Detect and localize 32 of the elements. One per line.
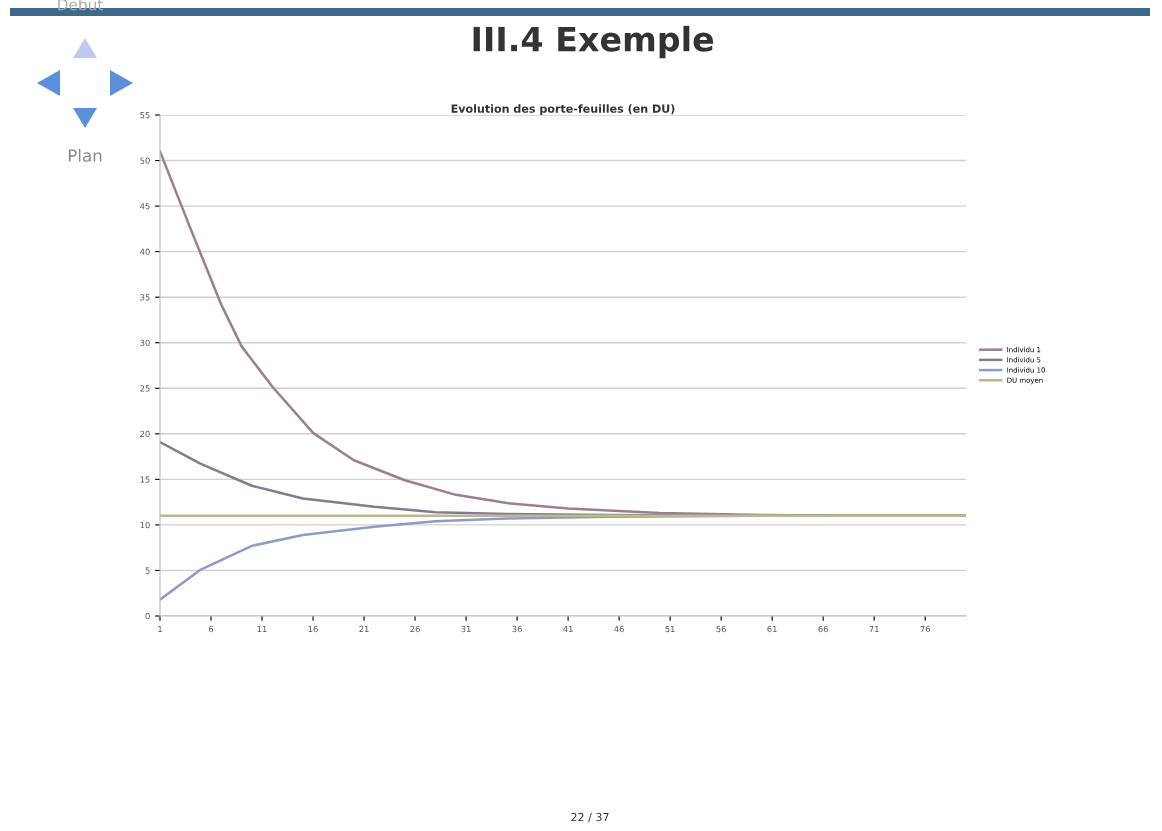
y-tick-label: 50 — [140, 157, 150, 164]
y-tick-label: 25 — [140, 385, 150, 392]
chart-subtitle: Evolution des porte-feuilles (en DU) — [451, 104, 675, 115]
y-tick-label: 15 — [140, 476, 150, 483]
x-tick-label: 76 — [920, 625, 930, 633]
x-tick-label: 1 — [158, 625, 162, 633]
y-tick-label: 45 — [140, 203, 150, 210]
text: 22 / 37 — [571, 812, 609, 823]
y-tick-label: 30 — [140, 339, 150, 347]
x-tick-label: 6 — [208, 625, 214, 633]
text: Plan — [68, 148, 102, 162]
x-tick-label: 21 — [359, 625, 369, 633]
y-tick-label: 20 — [140, 430, 150, 438]
y-tick-label: 0 — [145, 612, 150, 620]
x-tick-label: 56 — [716, 625, 726, 633]
x-tick-label: 46 — [614, 625, 624, 633]
x-tick-label: 51 — [665, 625, 675, 633]
x-tick-label: 71 — [869, 625, 879, 633]
x-tick-label: 11 — [257, 625, 267, 633]
y-tick-label: 40 — [140, 248, 150, 255]
chart-title: III.4 Exemple — [473, 25, 714, 59]
y-tick-label: 5 — [145, 567, 150, 574]
x-tick-label: 31 — [461, 625, 471, 633]
x-tick-label: 41 — [563, 625, 573, 633]
x-tick-label: 61 — [767, 625, 777, 633]
x-tick-label: 66 — [818, 625, 828, 633]
x-tick-label: 36 — [512, 625, 522, 633]
y-tick-label: 55 — [140, 112, 150, 119]
x-tick-label: 26 — [410, 625, 420, 633]
y-tick-label: 35 — [140, 294, 150, 301]
y-tick-label: 10 — [140, 521, 150, 529]
x-tick-label: 16 — [308, 625, 318, 633]
